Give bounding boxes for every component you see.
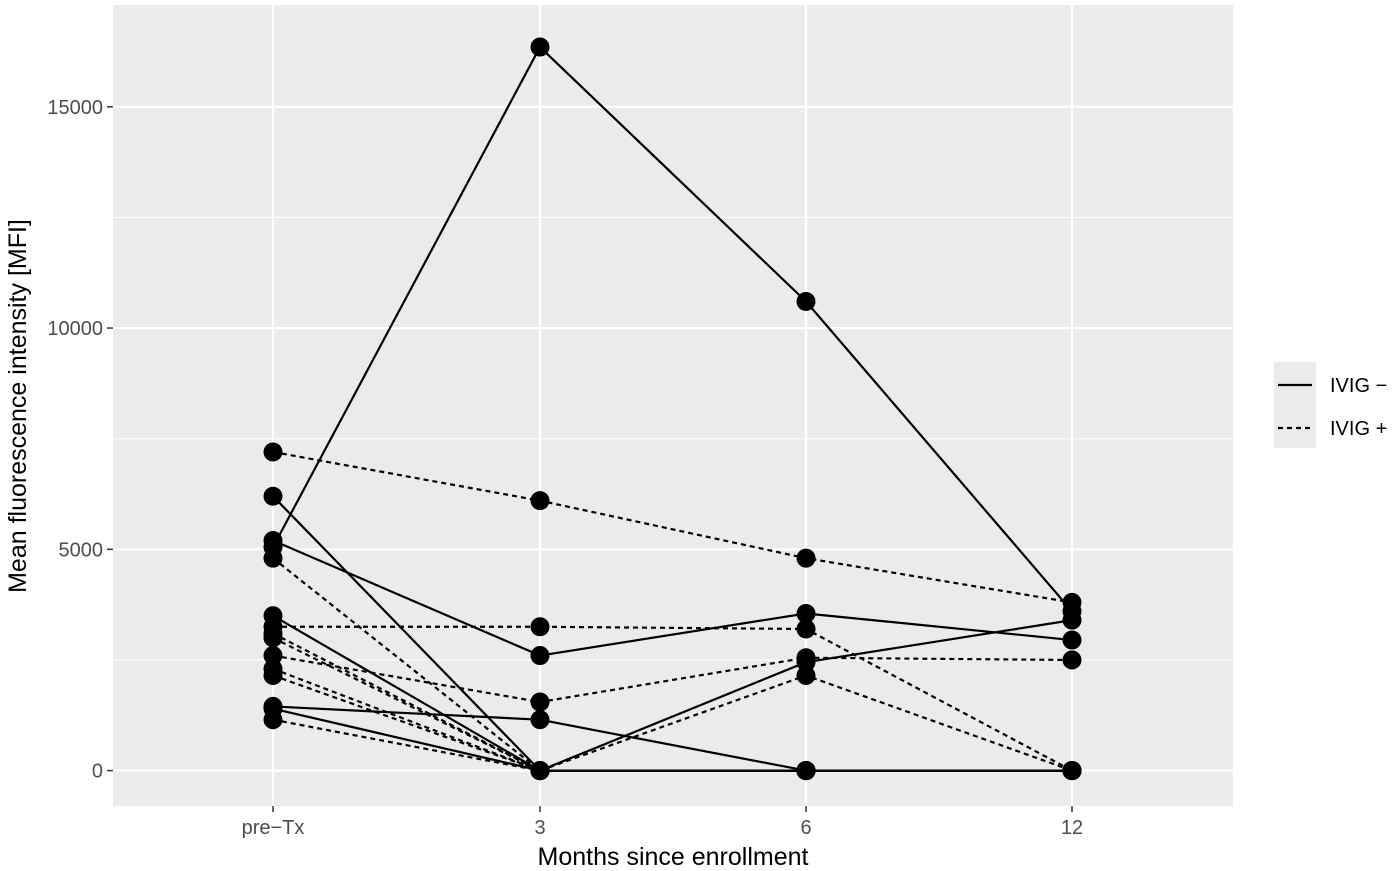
data-point xyxy=(1062,610,1082,630)
x-axis: pre−Tx 3 6 12 xyxy=(242,806,1083,839)
data-point xyxy=(530,692,550,712)
y-tick-label: 0 xyxy=(92,761,103,783)
series-line-ivig-plus xyxy=(272,674,1072,772)
data-point xyxy=(796,619,816,639)
series-lines xyxy=(272,45,1073,772)
data-point xyxy=(1062,630,1082,650)
data-point xyxy=(263,665,283,685)
data-point xyxy=(530,617,550,637)
data-point xyxy=(530,646,550,666)
x-axis-title: Months since enrollment xyxy=(538,843,809,871)
series-line-ivig-minus xyxy=(272,539,1073,657)
panel-background xyxy=(113,5,1233,806)
data-point xyxy=(530,761,550,781)
x-tick-label: pre−Tx xyxy=(242,817,305,839)
y-axis: 0 5000 10000 15000 xyxy=(47,97,113,783)
series-line-ivig-plus xyxy=(272,718,1072,772)
data-point xyxy=(263,710,283,730)
data-point xyxy=(796,548,816,568)
series-line-ivig-plus xyxy=(273,625,1073,772)
data-point xyxy=(796,665,816,685)
data-point xyxy=(796,292,816,312)
data-point xyxy=(263,530,283,550)
y-tick-label: 15000 xyxy=(47,97,103,119)
series-line-ivig-minus xyxy=(272,45,1073,612)
data-point xyxy=(530,37,550,57)
legend-label-ivig-minus: IVIG − xyxy=(1330,375,1387,397)
series-line-ivig-plus xyxy=(272,450,1073,604)
y-tick-label: 10000 xyxy=(47,318,103,340)
x-tick-label: 12 xyxy=(1061,817,1083,839)
y-tick-label: 5000 xyxy=(59,539,104,561)
x-tick-label: 6 xyxy=(800,817,811,839)
data-point xyxy=(263,646,283,666)
y-axis-title: Mean fluorescence intensity [MFI] xyxy=(4,219,32,593)
legend-background xyxy=(1274,362,1316,448)
data-point xyxy=(796,648,816,668)
series-points xyxy=(263,37,1082,781)
data-point xyxy=(263,628,283,648)
legend: IVIG − IVIG + xyxy=(1274,362,1387,448)
x-tick-label: 3 xyxy=(534,817,545,839)
data-point xyxy=(796,761,816,781)
data-point xyxy=(530,491,550,511)
data-point xyxy=(530,710,550,730)
data-point xyxy=(1062,592,1082,612)
data-point xyxy=(796,603,816,623)
series-line-ivig-plus xyxy=(272,654,1073,704)
data-point xyxy=(1062,650,1082,670)
legend-label-ivig-plus: IVIG + xyxy=(1330,418,1387,440)
data-point xyxy=(1062,761,1082,781)
data-point xyxy=(263,442,283,462)
data-point xyxy=(263,548,283,568)
series-line-ivig-minus xyxy=(272,614,1073,772)
data-point xyxy=(263,486,283,506)
